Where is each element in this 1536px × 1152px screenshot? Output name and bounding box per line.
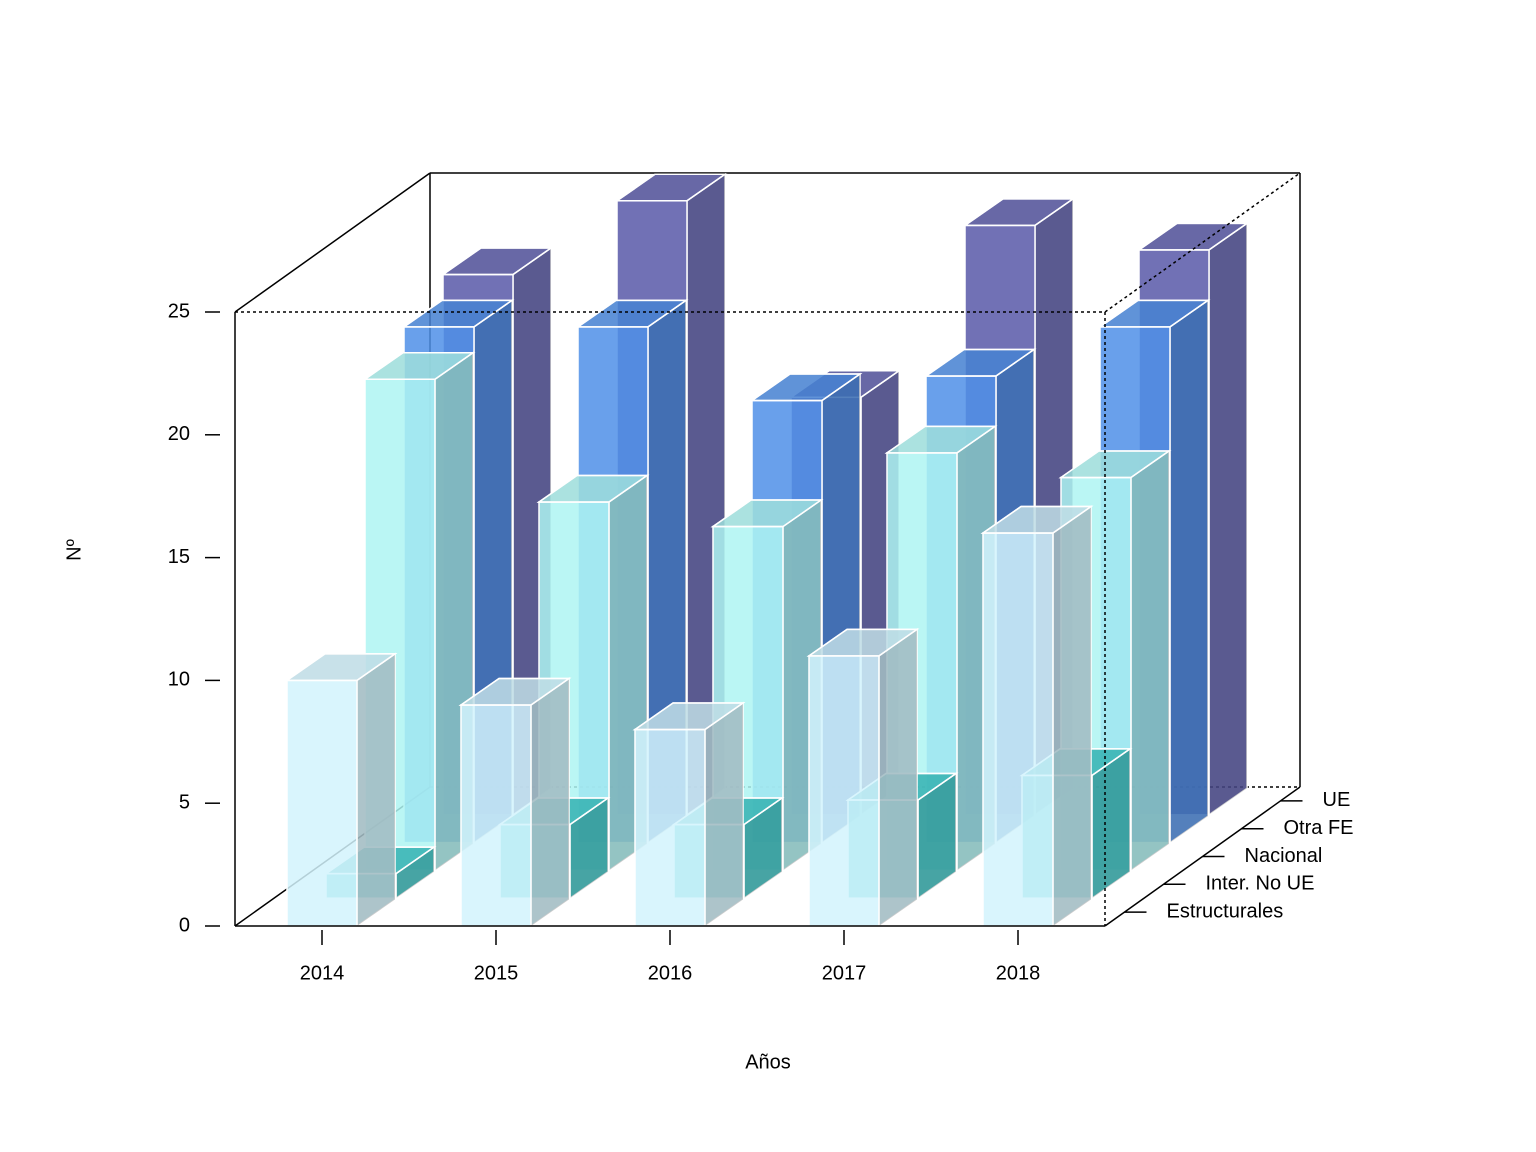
bar-side-shade <box>396 847 434 899</box>
bar-side-shade <box>1053 506 1091 926</box>
bar-side-shade <box>705 703 743 926</box>
bar-top-shade <box>1097 299 1211 328</box>
bar-side-shade <box>357 653 395 926</box>
bar-top-shade <box>962 198 1076 227</box>
bar <box>632 701 746 928</box>
bar-top-shade <box>632 702 746 731</box>
z-tick-label: UE <box>1323 789 1351 811</box>
bar-side-shade <box>744 798 782 899</box>
y-tick-label: 25 <box>168 300 190 322</box>
bar <box>806 627 920 928</box>
x-tick-label: 2017 <box>822 962 867 984</box>
bar-front <box>982 532 1054 927</box>
bar-top-shade <box>440 247 554 276</box>
y-tick-label: 15 <box>168 546 190 568</box>
bar-side-shade <box>1131 450 1169 871</box>
x-tick-label: 2018 <box>996 962 1041 984</box>
y-axis-title: Nº <box>63 538 85 560</box>
z-tick-label: Nacional <box>1245 845 1323 867</box>
bar-top-shade <box>923 348 1037 377</box>
bar-side-shade <box>1170 300 1208 843</box>
bar-side-shade <box>570 798 608 899</box>
bar-side-shade <box>1209 223 1247 815</box>
z-tick-label: Otra FE <box>1284 817 1354 839</box>
bar-top-shade <box>884 425 998 454</box>
y-tick-label: 0 <box>179 914 190 936</box>
x-tick-label: 2015 <box>474 962 519 984</box>
bar-front <box>808 655 880 927</box>
bar-front <box>634 728 706 927</box>
y-tick-label: 5 <box>179 791 190 813</box>
bar-top-shade <box>458 677 572 706</box>
bar <box>284 652 398 928</box>
bar <box>458 677 572 928</box>
bar-side-shade <box>531 678 569 926</box>
bar <box>980 505 1094 928</box>
bar-top-shade <box>1136 222 1250 251</box>
bar-top-shade <box>980 505 1094 534</box>
x-axis-title: Años <box>745 1051 791 1073</box>
bar-top-shade <box>401 299 515 328</box>
z-tick-label: Estructurales <box>1167 900 1284 922</box>
bar-top-shade <box>614 173 728 202</box>
bar-side-shade <box>879 629 917 926</box>
bar-front <box>286 679 358 927</box>
y-tick-label: 10 <box>168 669 190 691</box>
x-tick-label: 2016 <box>648 962 693 984</box>
bar-front <box>460 704 532 927</box>
bar-side-shade <box>918 773 956 899</box>
bar-top-shade <box>806 628 920 657</box>
bar-side-shade <box>1092 748 1130 899</box>
y-tick-label: 20 <box>168 423 190 445</box>
bar-top-shade <box>536 474 650 503</box>
bars <box>284 172 1250 928</box>
bar-top-shade <box>362 351 476 380</box>
x-tick-label: 2014 <box>300 962 345 984</box>
bar-top-shade <box>1058 450 1172 479</box>
z-tick-label: Inter. No UE <box>1206 873 1315 895</box>
bar-top-shade <box>284 653 398 682</box>
bar-top-shade <box>710 499 824 528</box>
bar-top-shade <box>575 299 689 328</box>
box-front <box>234 172 1301 927</box>
bar-top-shade <box>749 373 863 402</box>
